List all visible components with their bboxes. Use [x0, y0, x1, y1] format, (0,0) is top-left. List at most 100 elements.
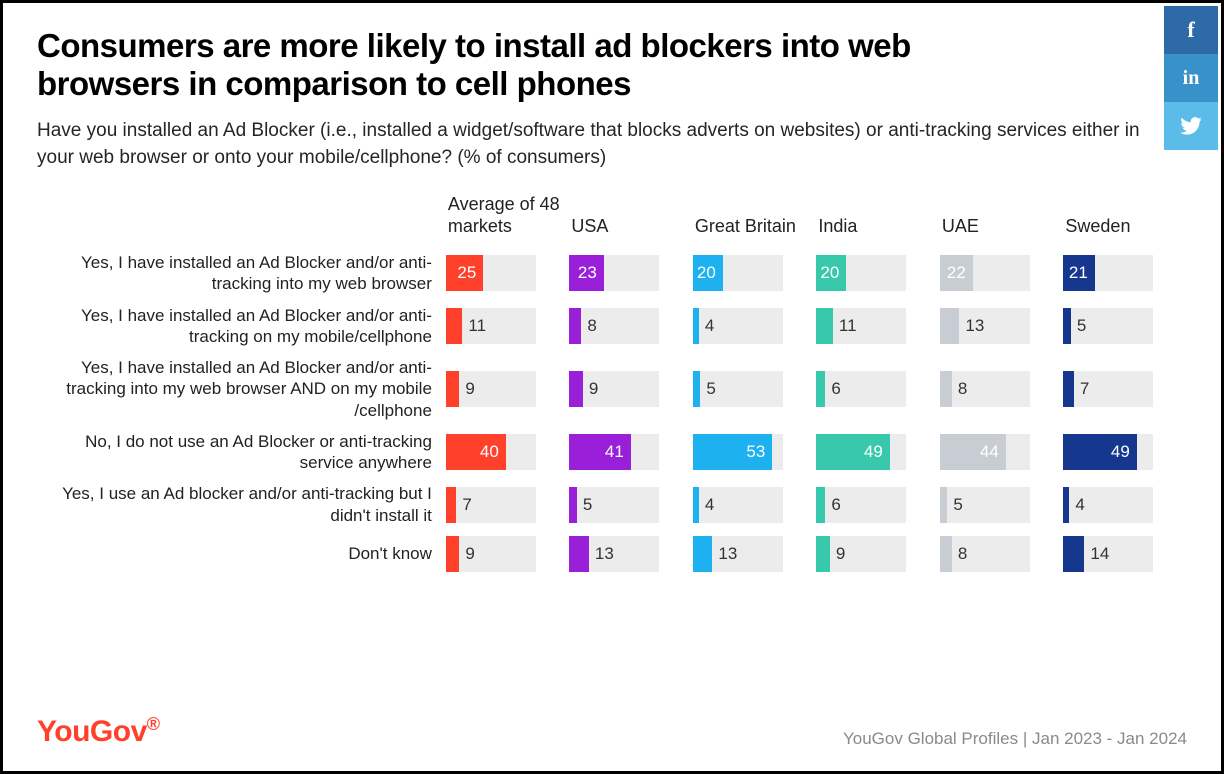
bar-value-label: 5 [953, 495, 962, 515]
row-label: Don't know [37, 531, 446, 577]
bar-value-label: 14 [1090, 544, 1109, 564]
bar-cell: 49 [816, 426, 940, 479]
bar-cell: 6 [816, 352, 940, 426]
twitter-share-button[interactable] [1164, 102, 1218, 150]
source-attribution: YouGov Global Profiles | Jan 2023 - Jan … [843, 729, 1187, 749]
bar-fill [446, 371, 460, 407]
bar-value-label: 41 [605, 442, 624, 462]
bar-cell: 21 [1063, 247, 1187, 300]
bar-fill [446, 308, 463, 344]
bar-fill [693, 308, 699, 344]
bar-cell: 11 [816, 300, 940, 353]
bar-cell: 20 [816, 247, 940, 300]
column-header: Great Britain [693, 190, 817, 247]
bar-cell: 41 [569, 426, 693, 479]
bar-value-label: 11 [839, 316, 857, 336]
bar-cell: 13 [569, 531, 693, 577]
bar-fill [569, 371, 583, 407]
bar-value-label: 9 [589, 379, 598, 399]
bar-value-label: 21 [1069, 263, 1088, 283]
bar-value-label: 5 [583, 495, 592, 515]
bar-value-label: 6 [831, 495, 840, 515]
table-row: Yes, I have installed an Ad Blocker and/… [37, 352, 1187, 426]
bar-value-label: 9 [836, 544, 845, 564]
row-label: Yes, I have installed an Ad Blocker and/… [37, 352, 446, 426]
bar-value-label: 4 [705, 495, 714, 515]
bar-value-label: 20 [697, 263, 716, 283]
bar-cell: 53 [693, 426, 817, 479]
bar-value-label: 20 [820, 263, 839, 283]
bar-value-label: 53 [746, 442, 765, 462]
bar-value-label: 44 [980, 442, 999, 462]
bar-cell: 14 [1063, 531, 1187, 577]
bar-fill [693, 536, 713, 572]
bar-value-label: 5 [1077, 316, 1086, 336]
row-label: Yes, I have installed an Ad Blocker and/… [37, 300, 446, 353]
bar-value-label: 8 [958, 379, 967, 399]
bar-fill [1063, 371, 1074, 407]
bar-cell: 7 [1063, 352, 1187, 426]
bar-cell: 4 [693, 300, 817, 353]
table-row: Yes, I use an Ad blocker and/or anti-tra… [37, 478, 1187, 531]
bar-value-label: 22 [947, 263, 966, 283]
bar-value-label: 13 [718, 544, 737, 564]
bar-cell: 13 [940, 300, 1064, 353]
bar-cell: 22 [940, 247, 1064, 300]
bar-cell: 49 [1063, 426, 1187, 479]
column-header: USA [569, 190, 693, 247]
row-label: Yes, I have installed an Ad Blocker and/… [37, 247, 446, 300]
bar-value-label: 4 [705, 316, 714, 336]
bar-cell: 40 [446, 426, 570, 479]
bar-fill [446, 487, 457, 523]
chart-body: Yes, I have installed an Ad Blocker and/… [37, 247, 1187, 577]
bar-fill [1063, 487, 1069, 523]
bar-cell: 23 [569, 247, 693, 300]
bar-cell: 44 [940, 426, 1064, 479]
bar-fill [940, 371, 952, 407]
bar-cell: 5 [569, 478, 693, 531]
chart-subtitle: Have you installed an Ad Blocker (i.e., … [37, 117, 1157, 172]
bar-chart-grid: Average of 48 marketsUSAGreat BritainInd… [37, 190, 1187, 577]
bar-fill [940, 308, 960, 344]
bar-fill [569, 487, 577, 523]
bar-value-label: 13 [965, 316, 984, 336]
bar-value-label: 4 [1075, 495, 1084, 515]
bar-value-label: 9 [465, 544, 474, 564]
bar-value-label: 8 [958, 544, 967, 564]
bar-cell: 5 [1063, 300, 1187, 353]
row-label-header [37, 190, 446, 247]
bar-value-label: 23 [578, 263, 597, 283]
bar-cell: 4 [693, 478, 817, 531]
bar-value-label: 25 [457, 263, 476, 283]
bar-cell: 13 [693, 531, 817, 577]
bar-cell: 8 [569, 300, 693, 353]
bar-value-label: 40 [480, 442, 499, 462]
bar-fill [1063, 308, 1071, 344]
bar-value-label: 49 [864, 442, 883, 462]
bar-value-label: 11 [468, 316, 486, 336]
bar-cell: 20 [693, 247, 817, 300]
row-label: Yes, I use an Ad blocker and/or anti-tra… [37, 478, 446, 531]
bar-fill [446, 536, 460, 572]
table-row: Yes, I have installed an Ad Blocker and/… [37, 247, 1187, 300]
bar-fill [1063, 536, 1084, 572]
bar-fill [816, 487, 825, 523]
bar-cell: 9 [446, 352, 570, 426]
bar-fill [693, 371, 701, 407]
table-row: Yes, I have installed an Ad Blocker and/… [37, 300, 1187, 353]
bar-cell: 4 [1063, 478, 1187, 531]
bar-value-label: 5 [706, 379, 715, 399]
bar-cell: 8 [940, 352, 1064, 426]
row-label: No, I do not use an Ad Blocker or anti-t… [37, 426, 446, 479]
column-header: Sweden [1063, 190, 1187, 247]
bar-value-label: 6 [831, 379, 840, 399]
bar-fill [816, 371, 825, 407]
linkedin-share-button[interactable]: in [1164, 54, 1218, 102]
facebook-share-button[interactable]: f [1164, 6, 1218, 54]
bar-cell: 7 [446, 478, 570, 531]
bar-fill [816, 536, 830, 572]
yougov-logo: YouGov® [37, 714, 160, 749]
bar-value-label: 7 [462, 495, 471, 515]
column-header-row: Average of 48 marketsUSAGreat BritainInd… [37, 190, 1187, 247]
column-header: UAE [940, 190, 1064, 247]
